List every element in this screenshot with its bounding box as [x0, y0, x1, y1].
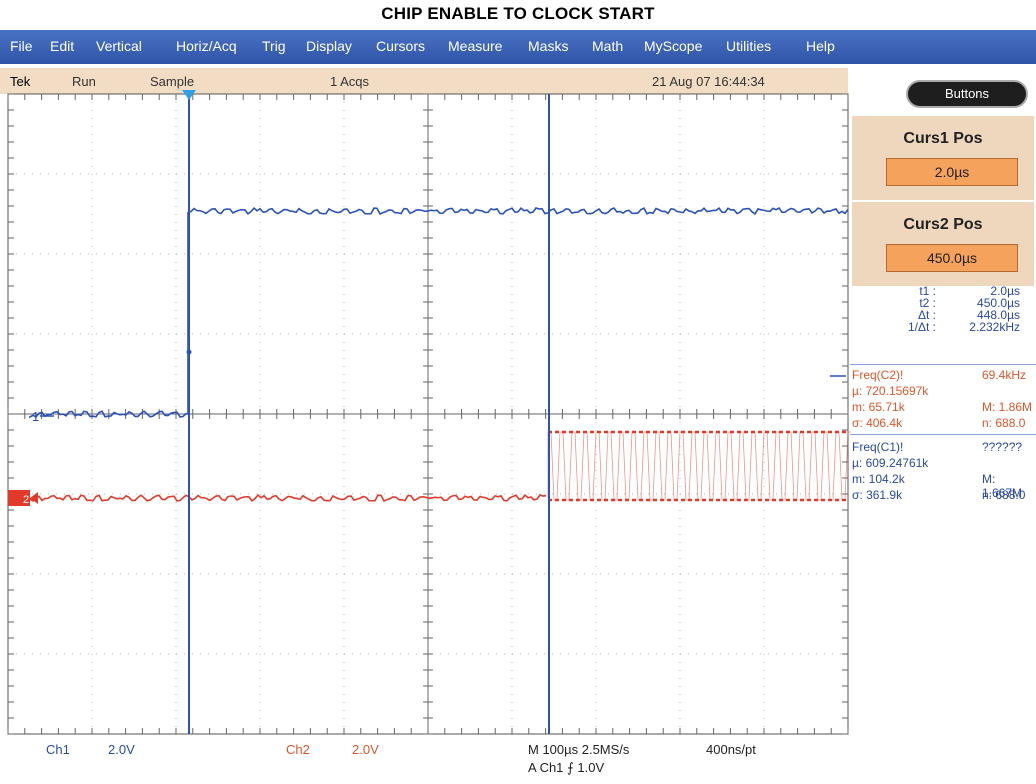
acq-mode[interactable]: Sample [150, 74, 195, 89]
readout-value: 448.0µs [977, 308, 1020, 322]
run-status[interactable]: Run [72, 74, 96, 89]
readout-label: t1 : [919, 284, 936, 298]
readout-label: 1/Δt : [907, 320, 936, 334]
meas-name: Freq(C1)! [852, 440, 904, 454]
measurement-divider [850, 364, 1036, 365]
trigger-position-marker [182, 90, 196, 100]
trigger-readout[interactable]: A Ch1 ⨍ 1.0V [528, 760, 605, 775]
meas-min: m: 104.2k [852, 472, 905, 486]
meas-mean: µ: 720.15697k [852, 384, 929, 398]
cursor1-point [186, 349, 192, 355]
buttons-button[interactable]: Buttons [906, 80, 1028, 108]
datetime: 21 Aug 07 16:44:34 [652, 74, 765, 89]
menu-bar: File Edit Vertical Horiz/Acq Trig Displa… [0, 30, 1036, 64]
curs2-label: Curs2 Pos [903, 216, 983, 233]
meas-count: n: 688.0 [982, 488, 1026, 502]
menu-myscope[interactable]: MyScope [644, 38, 703, 54]
channel-markers: 1 2 [8, 375, 846, 506]
readout-value: 450.0µs [977, 296, 1020, 310]
meas-name: Freq(C2)! [852, 368, 904, 382]
curs2-value-field[interactable]: 450.0µs [886, 244, 1018, 272]
readout-row: t2 : 450.0µs [852, 296, 1032, 310]
readout-label: t2 : [919, 296, 936, 310]
menu-display[interactable]: Display [306, 38, 352, 54]
graticule [7, 93, 849, 735]
measurement-divider [850, 434, 1036, 435]
cursor-lines[interactable] [182, 90, 550, 734]
menu-math[interactable]: Math [592, 38, 624, 54]
ch1-scale[interactable]: 2.0V [108, 742, 135, 757]
curs1-label: Curs1 Pos [903, 130, 983, 147]
meas-value: ?????? [982, 440, 1023, 454]
acq-count: 1 Acqs [330, 74, 370, 89]
meas-min: m: 65.71k [852, 400, 905, 414]
meas-value: 69.4kHz [982, 368, 1027, 382]
meas-sigma: σ: 361.9k [852, 488, 903, 502]
timebase[interactable]: M 100µs 2.5MS/s [528, 742, 630, 757]
menu-vertical[interactable]: Vertical [96, 38, 142, 54]
readout-row: Δt : 448.0µs [852, 308, 1032, 322]
readout-value: 2.0µs [990, 284, 1020, 298]
menu-file[interactable]: File [10, 38, 33, 54]
curs2-panel: Curs2 Pos 450.0µs [852, 202, 1034, 286]
ch1-marker-label: 1 [32, 409, 39, 424]
brand-label: Tek [10, 74, 31, 89]
meas-sigma: σ: 406.4k [852, 416, 903, 430]
waveform-traces [29, 206, 851, 503]
curs1-panel: Curs1 Pos 2.0µs [852, 116, 1034, 200]
readout-row: 1/Δt : 2.232kHz [852, 320, 1032, 334]
menu-edit[interactable]: Edit [50, 38, 75, 54]
figure-title: CHIP ENABLE TO CLOCK START [381, 4, 655, 23]
meas-count: n: 688.0 [982, 416, 1026, 430]
menu-measure[interactable]: Measure [448, 38, 503, 54]
ch2-scale[interactable]: 2.0V [352, 742, 379, 757]
menu-cursors[interactable]: Cursors [376, 38, 426, 54]
menu-masks[interactable]: Masks [528, 38, 569, 54]
ch2-label[interactable]: Ch2 [286, 742, 310, 757]
ch2-marker[interactable] [8, 490, 30, 506]
ch2-marker-label: 2 [23, 494, 29, 506]
menu-horiz-acq[interactable]: Horiz/Acq [176, 38, 237, 54]
meas-max: M: 1.86M [982, 400, 1033, 414]
curs1-value-field[interactable]: 2.0µs [886, 158, 1018, 186]
status-bar: Tek Run Sample 1 Acqs 21 Aug 07 16:44:34 [0, 68, 848, 94]
readout-row: t1 : 2.0µs [852, 284, 1032, 298]
ch1-trace [29, 206, 849, 419]
menu-help[interactable]: Help [806, 38, 835, 54]
readout-value: 2.232kHz [969, 320, 1020, 334]
menu-utilities[interactable]: Utilities [726, 38, 772, 54]
meas-max: M: 1.667M [982, 472, 1023, 500]
ch1-label[interactable]: Ch1 [46, 742, 70, 757]
menu-trig[interactable]: Trig [262, 38, 286, 54]
record-length: 400ns/pt [706, 742, 756, 757]
ch2-marker-arrow [30, 492, 38, 504]
readout-label: Δt : [917, 308, 936, 322]
meas-mean: µ: 609.24761k [852, 456, 929, 470]
ch2-trace [29, 493, 547, 503]
